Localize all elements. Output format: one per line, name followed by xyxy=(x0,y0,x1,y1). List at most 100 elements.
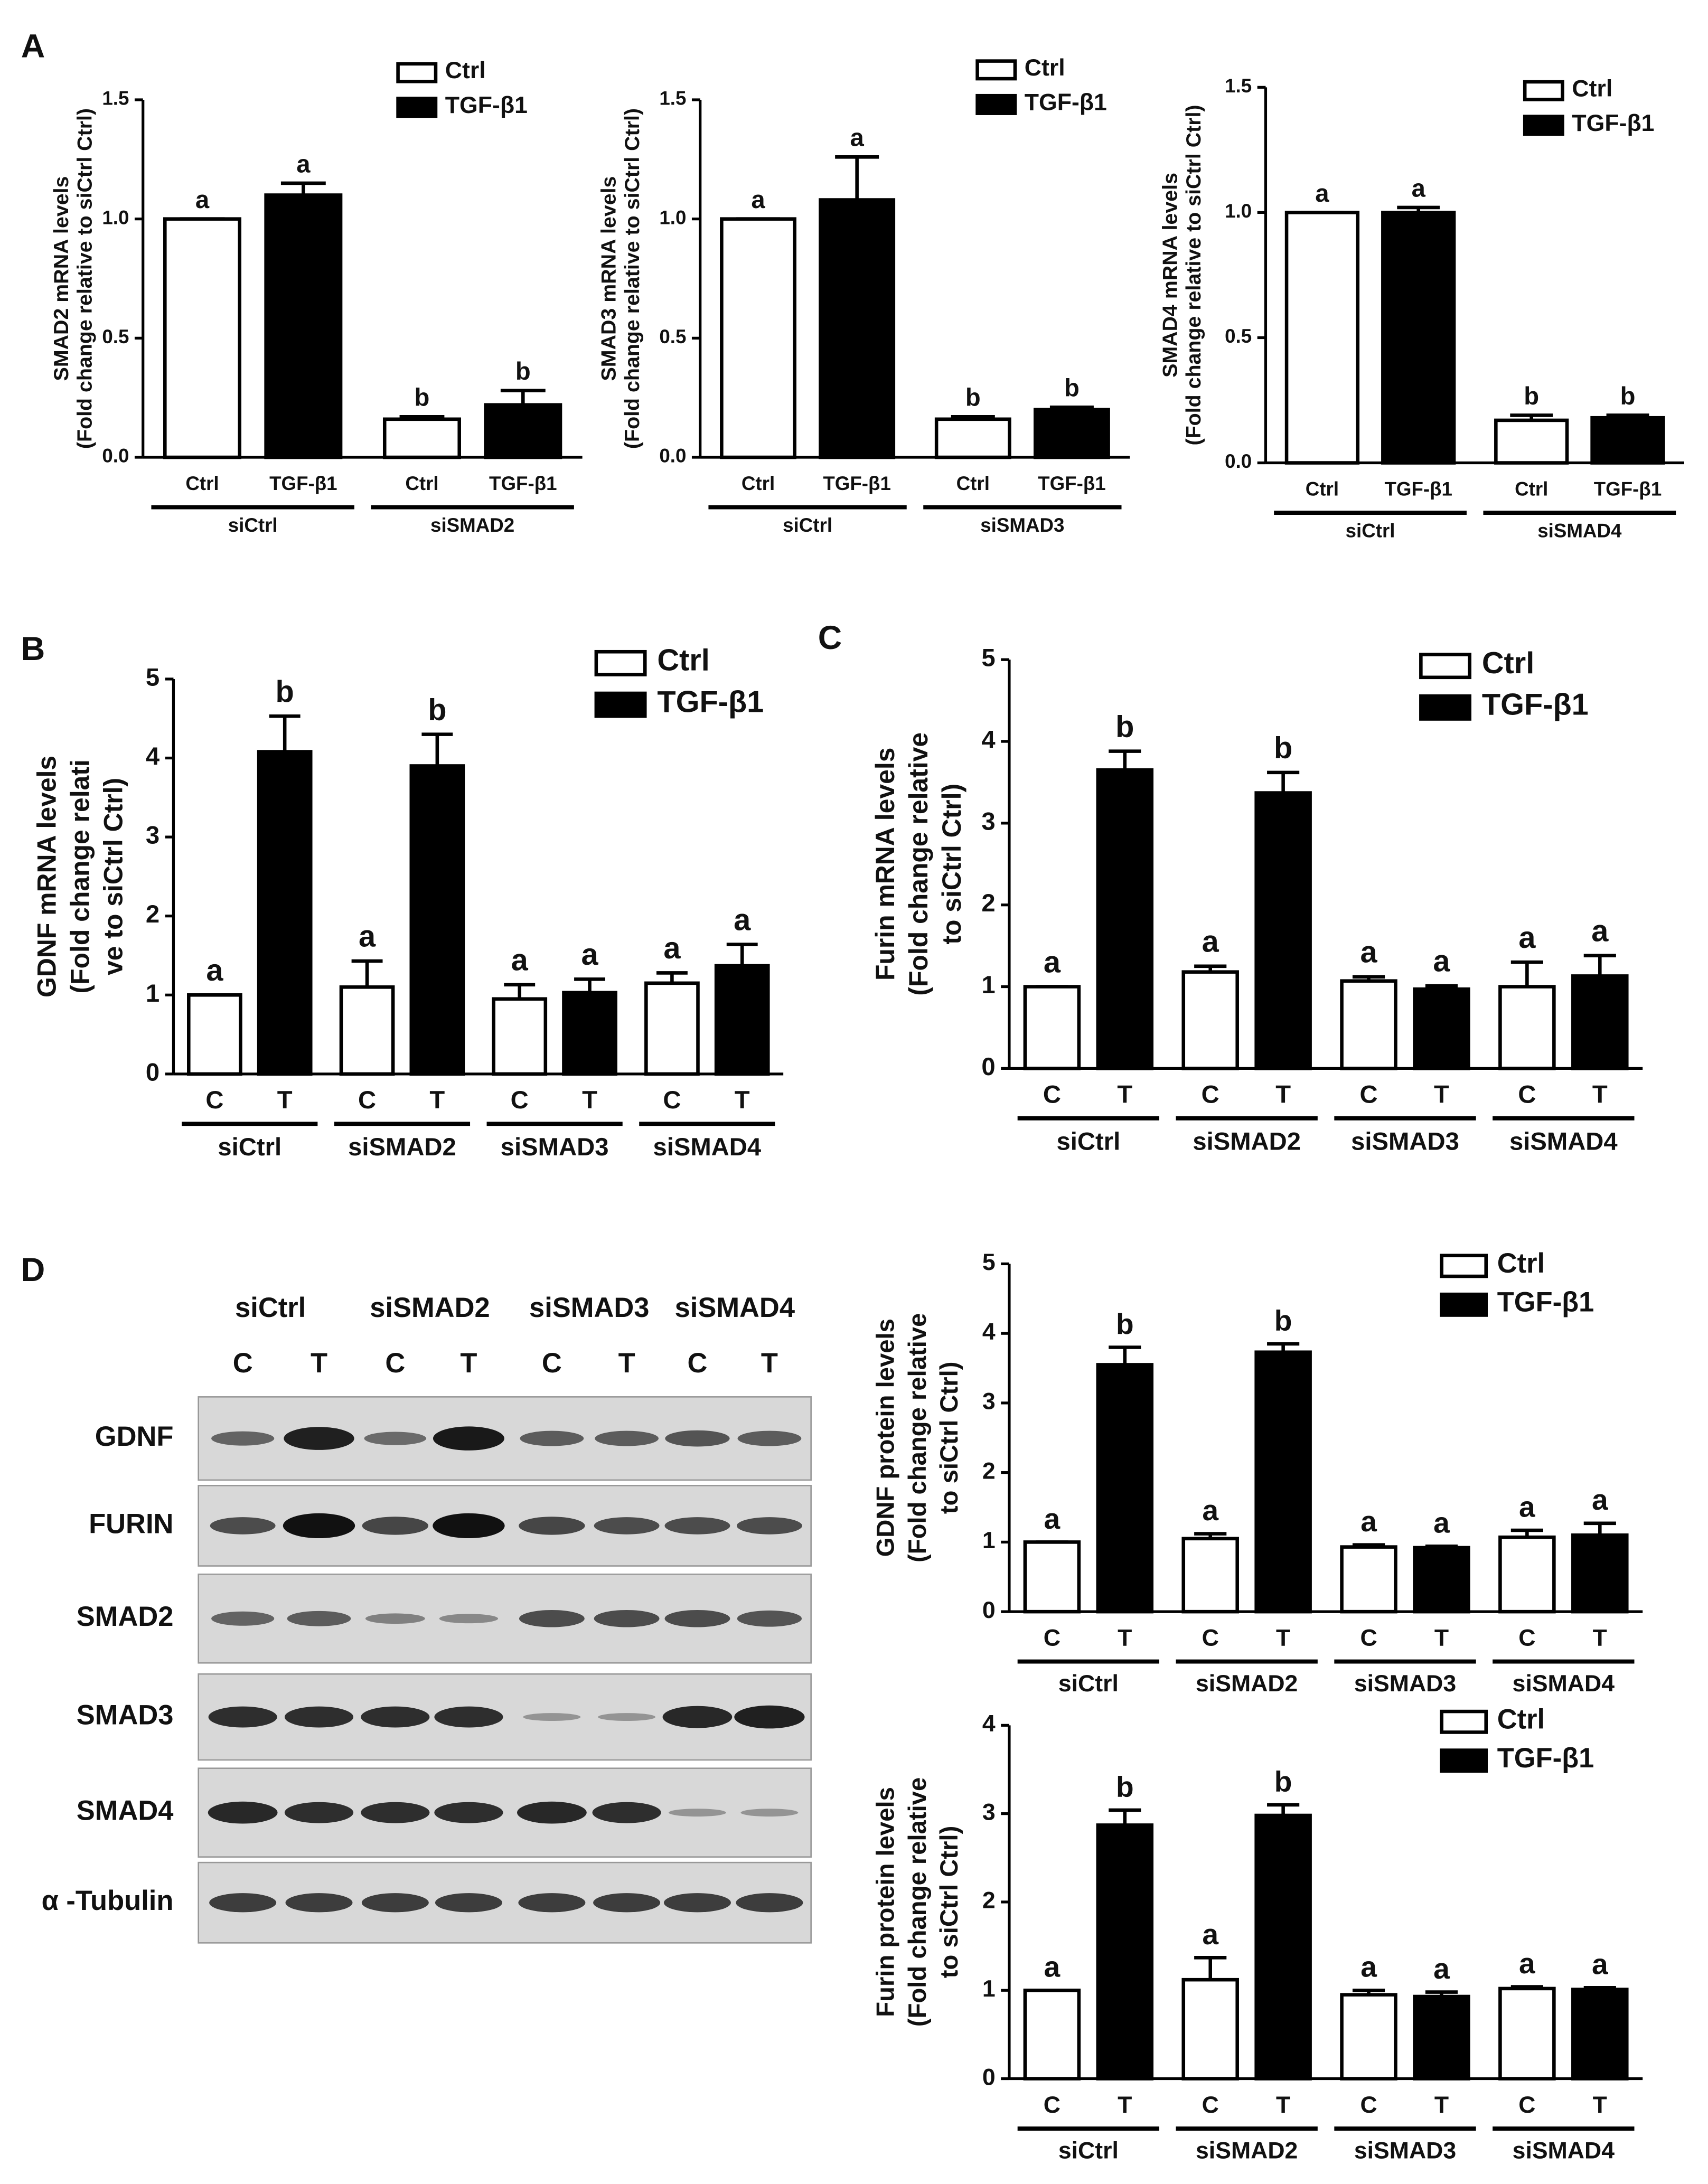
significance-letter: a xyxy=(1202,1918,1218,1951)
group-label: siSMAD3 xyxy=(1354,2138,1456,2163)
significance-letter: a xyxy=(1202,925,1219,959)
blot-band xyxy=(598,1713,655,1721)
y-tick-label: 5 xyxy=(982,1249,996,1275)
blot-band xyxy=(592,1802,661,1823)
significance-letter: b xyxy=(1274,1765,1292,1797)
x-tick-label: C xyxy=(1518,2092,1535,2118)
blot-band xyxy=(208,1801,278,1824)
legend-label: TGF-β1 xyxy=(1025,90,1107,116)
lane-label: T xyxy=(761,1348,778,1379)
significance-letter: b xyxy=(1116,1770,1134,1803)
y-axis-label: to siCtrl Ctrl) xyxy=(937,784,966,945)
significance-letter: a xyxy=(1202,1494,1218,1527)
y-tick-label: 0 xyxy=(982,1597,996,1623)
bar xyxy=(1413,1994,1470,2081)
significance-letter: b xyxy=(1115,710,1134,743)
x-tick-label: TGF-β1 xyxy=(1594,478,1662,500)
blot-row-label: FURIN xyxy=(89,1508,173,1539)
group-label: siSMAD4 xyxy=(653,1133,761,1161)
blot-band xyxy=(593,1893,661,1913)
legend-label: Ctrl xyxy=(1025,55,1065,81)
significance-letter: a xyxy=(1519,1490,1535,1523)
x-tick-label: T xyxy=(277,1086,293,1114)
blot-band xyxy=(662,1706,733,1728)
x-tick-label: T xyxy=(582,1086,597,1114)
blot-band xyxy=(523,1713,581,1721)
blot-band xyxy=(434,1802,503,1823)
y-tick-label: 0.5 xyxy=(659,326,686,347)
group-label: siCtrl xyxy=(1058,1671,1119,1697)
legend-swatch xyxy=(1419,653,1472,680)
x-tick-label: T xyxy=(1117,1080,1132,1108)
lane-label: T xyxy=(460,1348,477,1379)
bar xyxy=(1254,1350,1312,1614)
x-tick-label: T xyxy=(429,1086,445,1114)
y-tick-label: 1 xyxy=(982,1528,996,1554)
bar xyxy=(339,985,395,1076)
bar xyxy=(1181,1537,1239,1614)
x-tick-label: T xyxy=(1434,1625,1449,1651)
blot-band xyxy=(664,1609,730,1627)
significance-letter: a xyxy=(359,920,376,954)
legend-swatch xyxy=(1523,80,1564,101)
bar xyxy=(819,198,896,459)
bar xyxy=(163,217,242,459)
y-axis-label: GDNF mRNA levels xyxy=(32,756,61,997)
bar xyxy=(720,217,796,459)
y-tick-label: 0.0 xyxy=(659,445,686,467)
blot-row-label: SMAD3 xyxy=(77,1699,174,1730)
significance-letter: a xyxy=(734,903,751,937)
blot-band xyxy=(361,1802,430,1823)
legend-label: Ctrl xyxy=(1572,76,1612,101)
bar xyxy=(714,964,770,1076)
x-tick-label: Ctrl xyxy=(1306,478,1339,500)
panel-label: B xyxy=(21,630,45,667)
y-tick-label: 2 xyxy=(146,900,159,928)
blot-band xyxy=(665,1430,730,1447)
blot-band xyxy=(365,1613,425,1624)
blot-band xyxy=(519,1517,585,1535)
blot-band xyxy=(435,1893,502,1913)
x-tick-label: C xyxy=(1360,1625,1377,1651)
y-tick-label: 3 xyxy=(146,822,159,850)
legend-label: TGF-β1 xyxy=(1497,1286,1594,1317)
legend-label: Ctrl xyxy=(1497,1248,1545,1279)
y-tick-label: 0 xyxy=(146,1058,159,1086)
group-label: siSMAD3 xyxy=(501,1133,609,1161)
y-axis-label: (Fold change relative to siCtrl Ctrl) xyxy=(621,108,644,449)
bar xyxy=(1498,1987,1556,2081)
group-label: siSMAD3 xyxy=(1354,1671,1456,1697)
blot-band xyxy=(284,1802,354,1823)
y-axis-label: (Fold change relative to siCtrl Ctrl) xyxy=(73,108,96,449)
y-tick-label: 1 xyxy=(146,980,159,1008)
significance-letter: a xyxy=(1360,1951,1377,1983)
x-tick-label: TGF-β1 xyxy=(269,473,337,494)
significance-letter: a xyxy=(751,186,765,214)
bar xyxy=(484,403,562,459)
legend-swatch xyxy=(975,93,1017,115)
group-label: siCtrl xyxy=(1056,1128,1120,1156)
x-tick-label: Ctrl xyxy=(405,473,438,494)
legend-label: TGF-β1 xyxy=(445,92,528,118)
group-label: siSMAD3 xyxy=(980,514,1064,536)
blot-group-label: siSMAD3 xyxy=(529,1292,649,1323)
bar xyxy=(257,750,313,1076)
x-tick-label: C xyxy=(1202,1080,1219,1108)
blot-band xyxy=(518,1893,586,1913)
legend-label: Ctrl xyxy=(1482,646,1534,680)
significance-letter: a xyxy=(1518,921,1536,955)
significance-letter: b xyxy=(415,384,430,412)
y-tick-label: 0.5 xyxy=(1225,325,1252,347)
legend-swatch xyxy=(396,62,438,83)
lane-label: T xyxy=(618,1348,635,1379)
y-tick-label: 5 xyxy=(981,644,995,672)
y-axis-label: (Fold change relative to siCtrl Ctrl) xyxy=(1182,105,1205,445)
x-tick-label: T xyxy=(1275,1080,1291,1108)
blot-group-label: siSMAD2 xyxy=(370,1292,490,1323)
x-tick-label: TGF-β1 xyxy=(1038,473,1106,494)
lane-label: C xyxy=(385,1348,405,1379)
x-tick-label: Ctrl xyxy=(1515,478,1548,500)
y-axis-label: ve to siCtrl Ctrl) xyxy=(98,778,128,975)
group-label: siCtrl xyxy=(1058,2138,1119,2163)
group-label: siSMAD2 xyxy=(1196,2138,1298,2163)
